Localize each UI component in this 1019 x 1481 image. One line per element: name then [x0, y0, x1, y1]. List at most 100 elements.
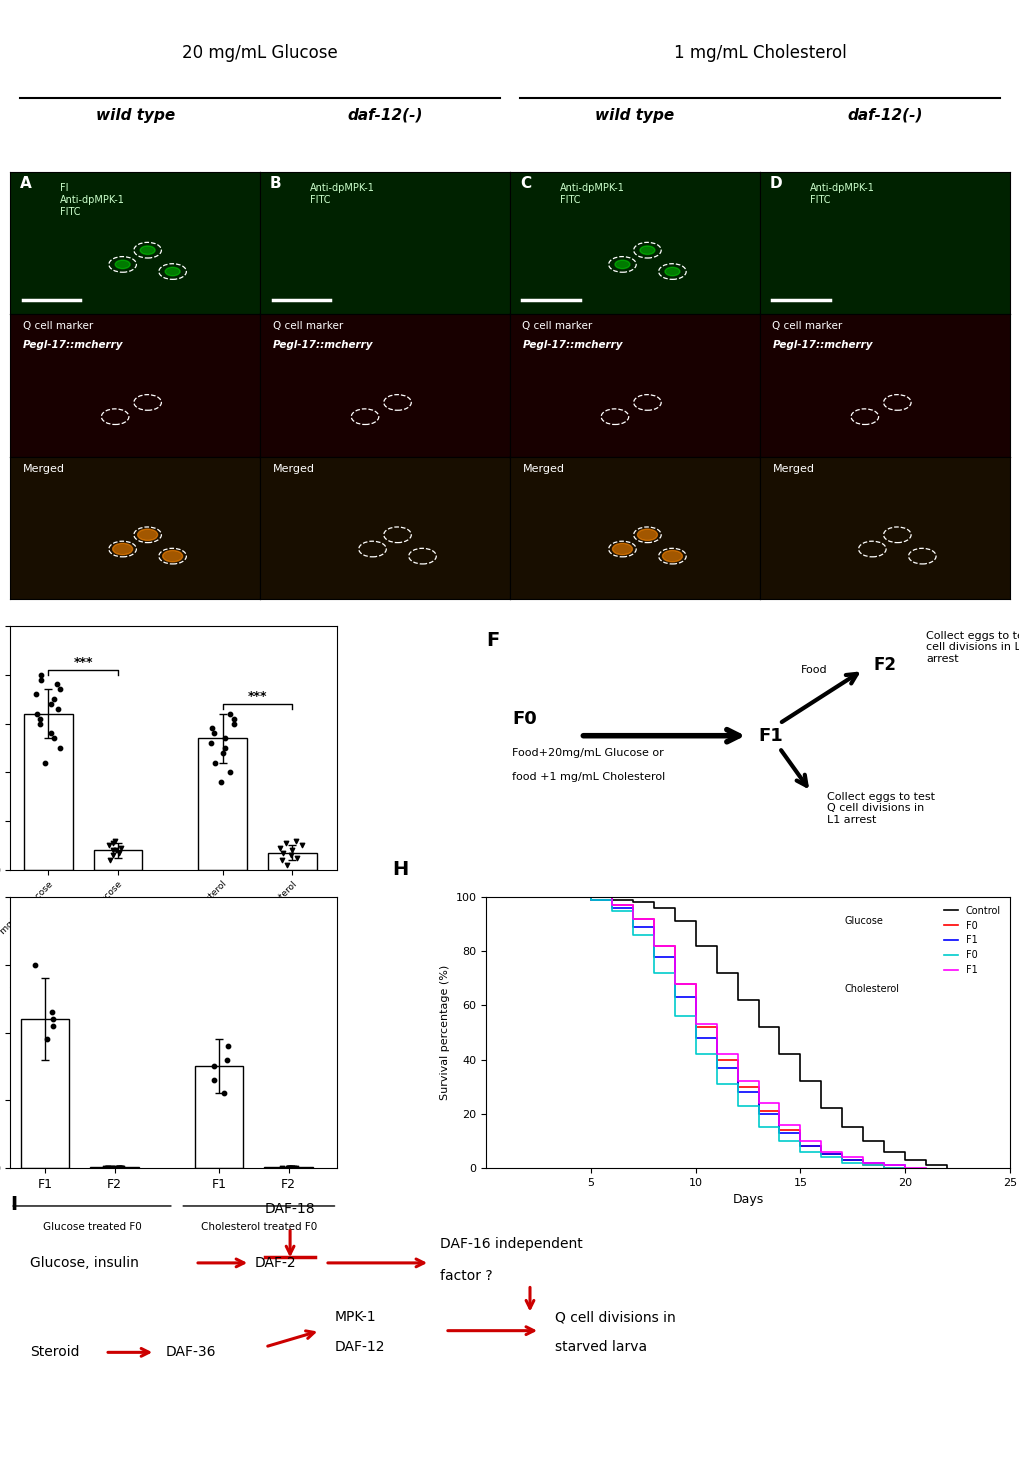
F0	[731, 1078, 743, 1096]
Text: Q cell marker: Q cell marker	[522, 321, 592, 332]
F0 	[752, 1118, 764, 1136]
Circle shape	[637, 529, 657, 541]
Point	[52, 677, 68, 701]
Point	[206, 1054, 222, 1078]
Point	[280, 1157, 297, 1180]
Legend: Control, F0, F1, F0, F1: Control, F0, F1, F0, F1	[938, 902, 1004, 979]
F0	[626, 909, 638, 927]
Control	[584, 889, 596, 906]
F1 	[772, 1115, 785, 1133]
Point	[110, 841, 126, 865]
Point	[226, 706, 243, 730]
Point	[207, 751, 223, 775]
F0	[752, 1102, 764, 1120]
Point	[104, 1157, 120, 1180]
F0 	[772, 1131, 785, 1149]
F1 	[710, 1046, 722, 1063]
Control	[647, 899, 659, 917]
Point	[284, 1157, 301, 1180]
F1	[731, 1083, 743, 1100]
Text: daf-12(-): daf-12(-)	[346, 108, 423, 123]
Text: Glucose, insulin: Glucose, insulin	[31, 1256, 139, 1269]
Point	[46, 726, 62, 749]
Point	[283, 1157, 300, 1180]
Control	[940, 1160, 952, 1177]
Point	[110, 1157, 126, 1180]
Bar	[268, 853, 316, 869]
Point	[99, 1157, 115, 1180]
Text: Pegl-17::mcherry: Pegl-17::mcherry	[22, 339, 123, 350]
Bar	[24, 714, 72, 869]
Point	[46, 687, 62, 711]
Text: Pegl-17::mcherry: Pegl-17::mcherry	[771, 339, 872, 350]
F1 	[856, 1154, 868, 1171]
Bar	[20, 1019, 69, 1169]
Text: DAF-2: DAF-2	[255, 1256, 297, 1269]
Text: Glucose: Glucose	[844, 915, 882, 926]
Point	[45, 1007, 61, 1031]
F0	[668, 974, 681, 992]
Bar	[195, 1066, 244, 1169]
Point	[105, 843, 121, 866]
F1 	[752, 1094, 764, 1112]
F0 	[689, 1046, 701, 1063]
Line: F0 : F0	[486, 897, 904, 1169]
Line: F0: F0	[486, 897, 904, 1169]
F1	[480, 889, 492, 906]
Point	[111, 1157, 127, 1180]
F0	[480, 889, 492, 906]
Point	[287, 1157, 304, 1180]
Text: F0: F0	[512, 709, 537, 727]
F1	[584, 890, 596, 908]
Circle shape	[165, 267, 180, 275]
Text: Food+20mg/mL Glucose or: Food+20mg/mL Glucose or	[512, 748, 663, 758]
F0	[689, 1019, 701, 1037]
Text: Merged: Merged	[771, 464, 813, 474]
Point	[32, 712, 48, 736]
Text: DAF-16 independent: DAF-16 independent	[439, 1237, 582, 1251]
Text: Merged: Merged	[22, 464, 64, 474]
Text: Anti-dpMPK-1
FITC: Anti-dpMPK-1 FITC	[559, 184, 625, 204]
Control	[856, 1131, 868, 1149]
Point	[43, 692, 59, 715]
F1	[605, 899, 618, 917]
Point	[206, 721, 222, 745]
F0	[584, 890, 596, 908]
F0	[814, 1146, 826, 1164]
Point	[39, 1028, 55, 1052]
Text: Pegl-17::mcherry: Pegl-17::mcherry	[522, 339, 623, 350]
Line: Control: Control	[486, 897, 946, 1169]
F0	[836, 1151, 848, 1169]
Point	[33, 668, 49, 692]
F0 	[710, 1075, 722, 1093]
F0	[647, 937, 659, 955]
Text: Q cell marker: Q cell marker	[272, 321, 342, 332]
Point	[281, 1157, 298, 1180]
Control	[731, 991, 743, 1009]
Point	[274, 841, 290, 865]
F0 	[584, 890, 596, 908]
Point	[49, 672, 65, 696]
F1 	[898, 1160, 910, 1177]
Point	[101, 834, 117, 857]
Text: Anti-dpMPK-1
FITC: Anti-dpMPK-1 FITC	[809, 184, 874, 204]
Text: food +1 mg/mL Cholesterol: food +1 mg/mL Cholesterol	[512, 772, 665, 782]
Point	[282, 843, 299, 866]
Text: MPK-1: MPK-1	[334, 1311, 376, 1324]
Text: DAF-12: DAF-12	[334, 1340, 385, 1354]
Point	[100, 1157, 116, 1180]
Text: daf-12(-): daf-12(-)	[846, 108, 922, 123]
Point	[105, 838, 121, 862]
Point	[33, 663, 49, 687]
Text: DAF-36: DAF-36	[165, 1345, 215, 1360]
Text: Steroid: Steroid	[31, 1345, 79, 1360]
F0	[877, 1160, 890, 1177]
Control	[480, 889, 492, 906]
F1	[668, 988, 681, 1006]
Text: wild type: wild type	[595, 108, 674, 123]
Control	[919, 1157, 931, 1174]
Circle shape	[639, 246, 654, 255]
Point	[216, 1081, 232, 1105]
Control	[836, 1118, 848, 1136]
Point	[288, 846, 305, 869]
